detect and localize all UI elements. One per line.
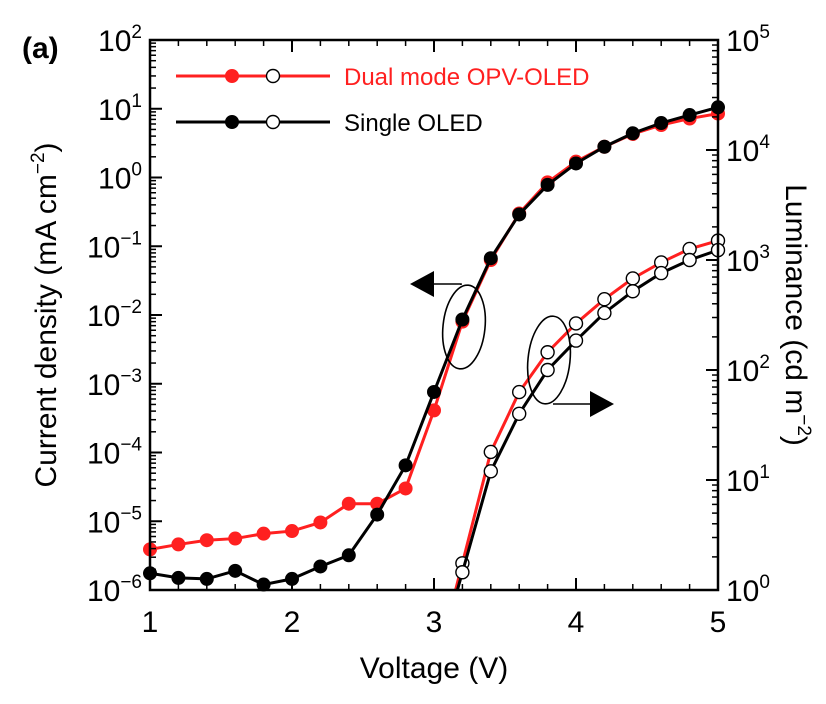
y-left-tick-label: 10−6 [87,572,142,608]
arrow-head [410,271,434,297]
x-axis-title: Voltage (V) [360,652,508,685]
data-point [398,481,413,496]
data-point [313,515,328,530]
y-left-tick-label: 10−4 [87,435,142,471]
annotation-right-axis [526,315,614,417]
legend-item: Single OLED [176,110,483,137]
data-point [512,384,527,400]
y-left-tick-label: 102 [98,22,142,58]
data-point [512,406,527,421]
data-point [341,548,356,563]
y-left-tick-label: 10−1 [87,228,142,264]
data-point [512,207,527,222]
x-tick-label: 5 [710,606,727,639]
x-tick-label: 3 [426,606,443,639]
legend-label: Single OLED [344,110,483,137]
data-point [199,533,214,548]
data-point [228,563,243,578]
data-point [625,284,640,299]
data-point [597,292,612,307]
y-right-tick-label: 101 [726,462,770,498]
legend-label: Dual mode OPV-OLED [344,64,589,91]
series-3 [455,242,726,590]
y-right-tick-label: 100 [726,572,770,608]
y-left-tick-label: 10−3 [87,366,142,402]
data-point [682,108,697,123]
y-left-tick-label: 101 [98,91,142,127]
data-point [256,526,271,541]
series-1 [143,100,725,592]
data-point [427,384,441,399]
ellipse-marker [526,315,572,405]
series-line [455,248,718,590]
arrow-head [590,391,614,417]
data-point [597,305,612,321]
y-right-tick-label: 105 [726,22,770,58]
y-left-axis-title: Current density (mA cm−2) [28,142,63,487]
y-right-axis-title: Luminance (cd m−2) [779,184,814,446]
data-point [568,316,584,331]
ellipse-marker [441,284,487,370]
legend-item: Dual mode OPV-OLED [176,64,589,91]
legend-marker-open [265,114,281,130]
x-tick-label: 2 [284,606,301,639]
y-left-tick-label: 10−5 [87,503,142,539]
series-2 [454,233,726,590]
data-point [682,252,697,268]
data-point [313,559,328,574]
data-point [228,531,243,546]
data-point [597,139,612,154]
y-right-tick-label: 102 [726,352,770,388]
data-point [569,156,583,171]
data-point [654,265,669,281]
legend-marker-filled [225,69,239,83]
data-point [341,496,356,511]
data-point [540,345,555,360]
annotation-left-axis [410,271,487,370]
arrow-line [430,283,462,285]
data-point [483,464,498,479]
data-point [455,565,470,580]
data-point [171,537,186,552]
y-left-tick-label: 10−2 [87,297,142,333]
data-point [285,524,299,539]
series-0 [143,106,725,557]
data-point [625,126,640,141]
data-point [171,570,186,585]
y-left-tick-label: 100 [98,160,142,196]
data-point [568,333,584,348]
series-line [454,239,718,590]
legend-marker-open [265,68,281,84]
data-point [483,444,498,460]
data-point [370,507,385,522]
data-point [199,571,214,586]
data-point [540,362,555,378]
series-line [150,105,718,587]
data-point [625,271,640,286]
x-tick-label: 1 [142,606,159,639]
x-tick-label: 4 [568,606,585,639]
data-point [540,177,555,192]
data-point [483,251,498,266]
data-point [398,458,413,473]
legend-marker-filled [225,115,239,129]
data-point [455,312,470,327]
panel-label: (a) [22,32,59,65]
y-right-tick-label: 104 [726,132,770,168]
y-right-tick-label: 103 [726,242,770,278]
data-point [654,116,669,131]
series-line [150,112,718,551]
